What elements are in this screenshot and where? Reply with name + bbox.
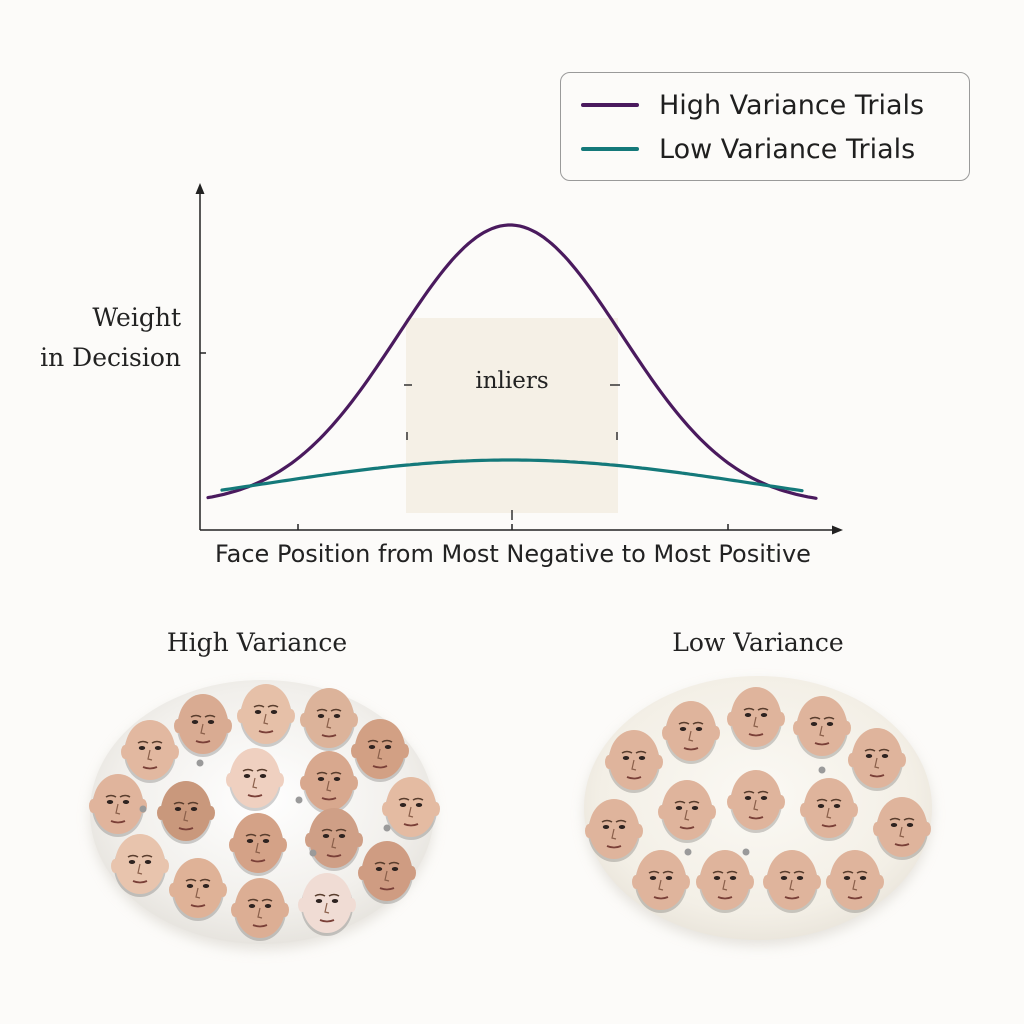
inliers-bounds <box>404 384 620 520</box>
legend-swatch-low-variance <box>581 147 639 151</box>
face-icon <box>89 774 147 837</box>
face-icon <box>696 850 754 913</box>
face-icon <box>632 850 690 913</box>
high-variance-title: High Variance <box>166 628 348 657</box>
face-icon <box>605 730 663 793</box>
face-icon <box>793 696 851 759</box>
face-icon <box>226 748 284 811</box>
face-icon <box>727 770 785 833</box>
face-icon <box>305 808 363 871</box>
dot-marker <box>309 849 317 857</box>
dot-marker <box>295 796 303 804</box>
face-icon <box>826 850 884 913</box>
face-icon <box>585 799 643 862</box>
high-variance-faces <box>89 684 440 941</box>
y-axis-arrow <box>195 183 205 194</box>
face-icon <box>351 719 409 782</box>
legend-item-low-variance: Low Variance Trials <box>581 129 915 169</box>
legend-label-low-variance: Low Variance Trials <box>659 133 916 165</box>
face-icon <box>300 751 358 814</box>
high-variance-curve <box>206 223 818 500</box>
face-icon <box>237 684 295 747</box>
face-icon <box>658 780 716 843</box>
face-icon <box>382 777 440 840</box>
dot-marker <box>818 766 826 774</box>
face-icon <box>662 701 720 764</box>
face-icon <box>231 878 289 941</box>
face-icon <box>174 694 232 757</box>
face-icon <box>300 688 358 751</box>
dot-marker <box>196 759 204 767</box>
face-icon <box>229 813 287 876</box>
face-icon <box>873 797 931 860</box>
face-icon <box>121 720 179 783</box>
legend-swatch-high-variance <box>581 103 639 107</box>
dot-marker <box>383 824 391 832</box>
x-axis-arrow <box>832 525 843 535</box>
legend-label-high-variance: High Variance Trials <box>659 89 925 121</box>
x-axis-label: Face Position from Most Negative to Most… <box>215 540 811 568</box>
dot-marker <box>684 848 692 856</box>
face-icon <box>763 850 821 913</box>
y-axis-label-line1: Weight <box>92 303 181 332</box>
face-icon <box>727 687 785 750</box>
low-variance-curve <box>220 458 804 493</box>
legend-item-high-variance: High Variance Trials <box>581 85 924 125</box>
low-variance-title: Low Variance <box>672 628 844 657</box>
face-icon <box>298 873 356 936</box>
face-icon <box>848 728 906 791</box>
face-icon <box>157 781 215 844</box>
face-icon <box>358 841 416 904</box>
y-axis-label: Weight in Decision <box>40 298 181 378</box>
dot-marker <box>139 805 147 813</box>
y-axis-label-line2: in Decision <box>40 343 181 372</box>
face-icon <box>169 858 227 921</box>
dot-marker <box>742 848 750 856</box>
inliers-region <box>406 318 618 513</box>
axes <box>195 183 843 535</box>
face-icon <box>800 778 858 841</box>
legend: High Variance Trials Low Variance Trials <box>560 72 970 181</box>
low-variance-faces <box>585 687 931 913</box>
face-icon <box>111 834 169 897</box>
inliers-label: inliers <box>475 368 549 394</box>
